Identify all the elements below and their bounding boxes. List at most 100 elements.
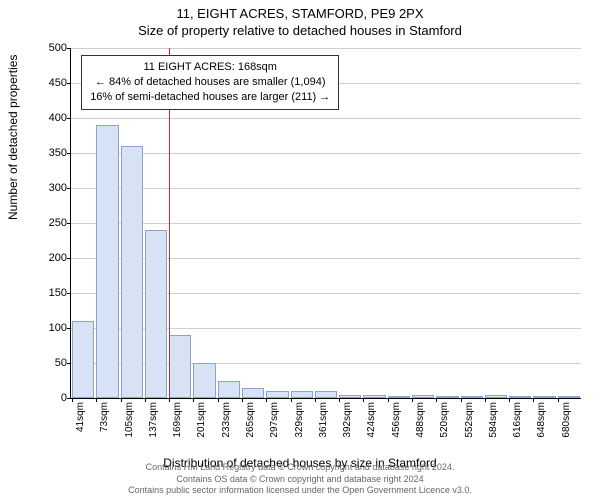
histogram-bar (291, 391, 313, 398)
x-tick (169, 398, 170, 402)
chart-title: 11, EIGHT ACRES, STAMFORD, PE9 2PX (0, 0, 600, 21)
histogram-bar (266, 391, 288, 398)
histogram-bar (533, 396, 555, 398)
x-tick-label: 520sqm (439, 402, 450, 438)
x-tick (388, 398, 389, 402)
histogram-bar (461, 396, 483, 398)
chart-root: { "title": "11, EIGHT ACRES, STAMFORD, P… (0, 0, 600, 500)
chart-subtitle: Size of property relative to detached ho… (0, 21, 600, 38)
x-tick-label: 105sqm (124, 402, 135, 438)
x-tick-label: 233sqm (221, 402, 232, 438)
attribution-line: Contains OS data © Crown copyright and d… (0, 474, 600, 485)
attribution-line: Contains public sector information licen… (0, 485, 600, 496)
x-tick-label: 73sqm (99, 402, 110, 432)
histogram-bar (485, 395, 507, 399)
x-tick-label: 265sqm (245, 402, 256, 438)
x-tick (121, 398, 122, 402)
y-tick-label: 400 (49, 112, 67, 124)
annotation-line: ← 84% of detached houses are smaller (1,… (90, 75, 330, 90)
histogram-bar (121, 146, 143, 398)
y-tick-label: 350 (49, 147, 67, 159)
y-tick (67, 363, 71, 364)
x-tick (266, 398, 267, 402)
histogram-bar (558, 396, 580, 398)
gridline (71, 153, 581, 154)
annotation-line: 11 EIGHT ACRES: 168sqm (90, 60, 330, 75)
y-tick (67, 293, 71, 294)
gridline (71, 223, 581, 224)
x-tick (72, 398, 73, 402)
histogram-bar (145, 230, 167, 398)
y-tick-label: 200 (49, 252, 67, 264)
gridline (71, 188, 581, 189)
x-tick-label: 584sqm (488, 402, 499, 438)
histogram-bar (218, 381, 240, 399)
x-tick (412, 398, 413, 402)
x-tick (193, 398, 194, 402)
y-tick (67, 258, 71, 259)
x-tick-label: 361sqm (318, 402, 329, 438)
histogram-bar (242, 388, 264, 399)
x-tick (558, 398, 559, 402)
histogram-bar (339, 395, 361, 399)
x-tick (509, 398, 510, 402)
y-tick-label: 500 (49, 42, 67, 54)
annotation-line: 16% of semi-detached houses are larger (… (90, 90, 330, 105)
y-tick (67, 153, 71, 154)
y-tick (67, 83, 71, 84)
attribution: Contains HM Land Registry data © Crown c… (0, 462, 600, 496)
annotation-box: 11 EIGHT ACRES: 168sqm← 84% of detached … (81, 55, 339, 110)
histogram-bar (193, 363, 215, 398)
x-tick-label: 424sqm (366, 402, 377, 438)
histogram-bar (388, 396, 410, 398)
x-tick (533, 398, 534, 402)
x-tick (461, 398, 462, 402)
y-tick (67, 223, 71, 224)
x-tick (242, 398, 243, 402)
x-tick-label: 616sqm (512, 402, 523, 438)
histogram-bar (412, 395, 434, 399)
x-tick-label: 552sqm (464, 402, 475, 438)
histogram-bar (169, 335, 191, 398)
gridline (71, 118, 581, 119)
x-tick (291, 398, 292, 402)
histogram-bar (509, 396, 531, 398)
x-tick (485, 398, 486, 402)
x-tick-label: 41sqm (75, 402, 86, 432)
y-tick-label: 150 (49, 287, 67, 299)
y-tick-label: 450 (49, 77, 67, 89)
histogram-bar (363, 395, 385, 399)
plot-area: 05010015020025030035040045050041sqm73sqm… (70, 48, 581, 399)
gridline (71, 48, 581, 49)
x-tick-label: 488sqm (415, 402, 426, 438)
x-tick-label: 137sqm (148, 402, 159, 438)
histogram-bar (315, 391, 337, 398)
x-tick-label: 648sqm (536, 402, 547, 438)
x-tick-label: 392sqm (342, 402, 353, 438)
x-tick-label: 680sqm (561, 402, 572, 438)
y-tick (67, 188, 71, 189)
y-tick-label: 50 (55, 357, 67, 369)
x-tick (96, 398, 97, 402)
attribution-line: Contains HM Land Registry data © Crown c… (0, 462, 600, 473)
y-tick (67, 398, 71, 399)
x-tick (218, 398, 219, 402)
y-tick-label: 250 (49, 217, 67, 229)
x-tick-label: 329sqm (294, 402, 305, 438)
y-tick (67, 328, 71, 329)
y-tick-label: 300 (49, 182, 67, 194)
x-tick (315, 398, 316, 402)
x-tick (436, 398, 437, 402)
y-tick (67, 118, 71, 119)
histogram-bar (72, 321, 94, 398)
x-tick-label: 169sqm (172, 402, 183, 438)
x-tick-label: 456sqm (391, 402, 402, 438)
y-tick-label: 100 (49, 322, 67, 334)
x-tick (363, 398, 364, 402)
y-tick-label: 0 (61, 392, 67, 404)
histogram-bar (436, 396, 458, 398)
histogram-bar (96, 125, 118, 398)
x-tick-label: 297sqm (269, 402, 280, 438)
x-tick (145, 398, 146, 402)
x-tick (339, 398, 340, 402)
